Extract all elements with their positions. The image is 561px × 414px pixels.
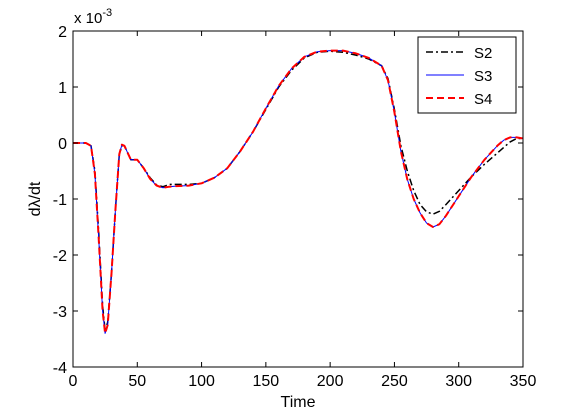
y-tick-label: 0 xyxy=(58,136,67,153)
y-tick-label: 2 xyxy=(58,24,67,41)
x-tick-label: 350 xyxy=(510,373,537,390)
x-tick-label: 50 xyxy=(128,373,146,390)
y-axis-label: dλ/dt xyxy=(27,181,44,216)
x-tick-label: 150 xyxy=(253,373,280,390)
y-tick-label: -2 xyxy=(53,248,67,265)
series-line-s4 xyxy=(73,49,524,335)
ticks-layer: 0 50 100 150 200 250 300 350 -4 -3 -2 -1 0 1 2 xyxy=(53,24,537,390)
x-axis-label: Time xyxy=(281,394,316,411)
series-layer xyxy=(73,49,524,335)
x-tick-label: 200 xyxy=(317,373,344,390)
x-tick-label: 0 xyxy=(69,373,78,390)
y-tick-label: -3 xyxy=(53,304,67,321)
legend-label-s2: S2 xyxy=(474,45,492,62)
y-tick-label: -4 xyxy=(53,360,67,377)
legend-label-s4: S4 xyxy=(474,91,492,108)
x-tick-label: 300 xyxy=(445,373,472,390)
legend: S2 S3 S4 xyxy=(417,36,517,114)
y-tick-label: 1 xyxy=(58,80,67,97)
x-tick-label: 250 xyxy=(381,373,408,390)
x-tick-label: 100 xyxy=(188,373,215,390)
legend-label-s3: S3 xyxy=(474,68,492,85)
y-exponent-label: x 10-3 xyxy=(74,7,112,27)
y-tick-label: -1 xyxy=(53,192,67,209)
